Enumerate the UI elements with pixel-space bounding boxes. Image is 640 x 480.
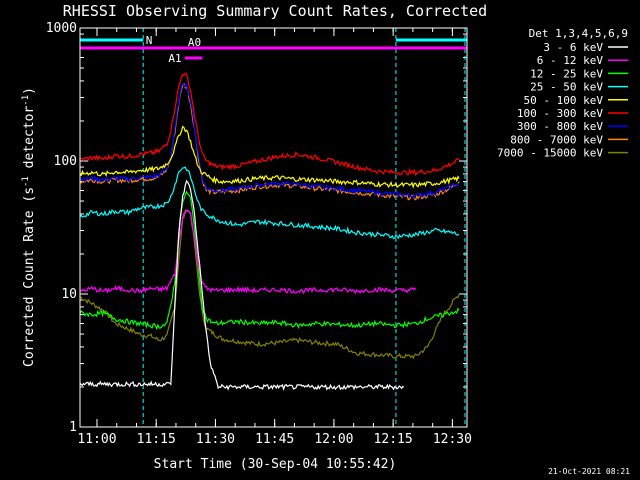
legend-entry-label: 25 - 50 keV [530,81,603,94]
y-tick-label: 1000 [46,21,77,36]
legend-entry-label: 300 - 800 keV [517,120,603,133]
y-axis-label-part: detector [22,106,37,177]
night-label: N [146,34,153,47]
legend-entry-label: 7000 - 15000 keV [497,147,603,160]
series-line [79,190,460,331]
attenuator-a1-label: A1 [168,52,181,65]
x-tick-label: 11:45 [255,432,294,447]
y-tick-label: 10 [61,287,77,302]
x-tick-label: 12:30 [433,432,472,447]
y-tick-label: 100 [54,154,77,169]
series-line [79,209,417,295]
chart-title: RHESSI Observing Summary Count Rates, Co… [63,2,487,20]
series-line [79,82,460,199]
x-tick-label: 11:15 [137,432,176,447]
y-axis-label-exponent: -1 [21,95,31,106]
y-axis-label: Corrected Count Rate (s-1 detector-1) [21,87,37,367]
x-tick-label: 12:15 [374,432,413,447]
series-line [79,72,460,177]
series-line [79,179,405,391]
legend-header: Det 1,3,4,5,6,9 [529,27,628,40]
plot-timestamp: 21-Oct-2021 08:21 [548,467,630,476]
y-axis-label-part: ) [22,87,37,95]
legend-entry-label: 800 - 7000 keV [510,133,603,146]
legend-entry-label: 12 - 25 keV [530,67,603,80]
attenuator-a0-label: A0 [188,36,201,49]
series-line [79,82,460,201]
x-tick-label: 11:30 [196,432,235,447]
series-line [79,125,460,189]
y-tick-label: 1 [69,420,77,435]
plot-area: A0 N A1 [79,27,467,428]
x-axis-label: Start Time (30-Sep-04 10:55:42) [154,457,397,472]
legend-entry-label: 6 - 12 keV [537,54,604,67]
legend-entry-label: 100 - 300 keV [517,107,603,120]
x-tick-label: 11:00 [77,432,116,447]
y-axis-label-part: Corrected Count Rate (s [22,187,37,367]
series-line [79,209,460,360]
legend-entry-label: 3 - 6 keV [543,41,603,54]
plot-frame [79,27,468,428]
x-tick-label: 12:00 [314,432,353,447]
legend-entry-label: 50 - 100 keV [524,94,604,107]
series-line [79,166,460,240]
y-axis-label-exponent: -1 [21,176,31,187]
